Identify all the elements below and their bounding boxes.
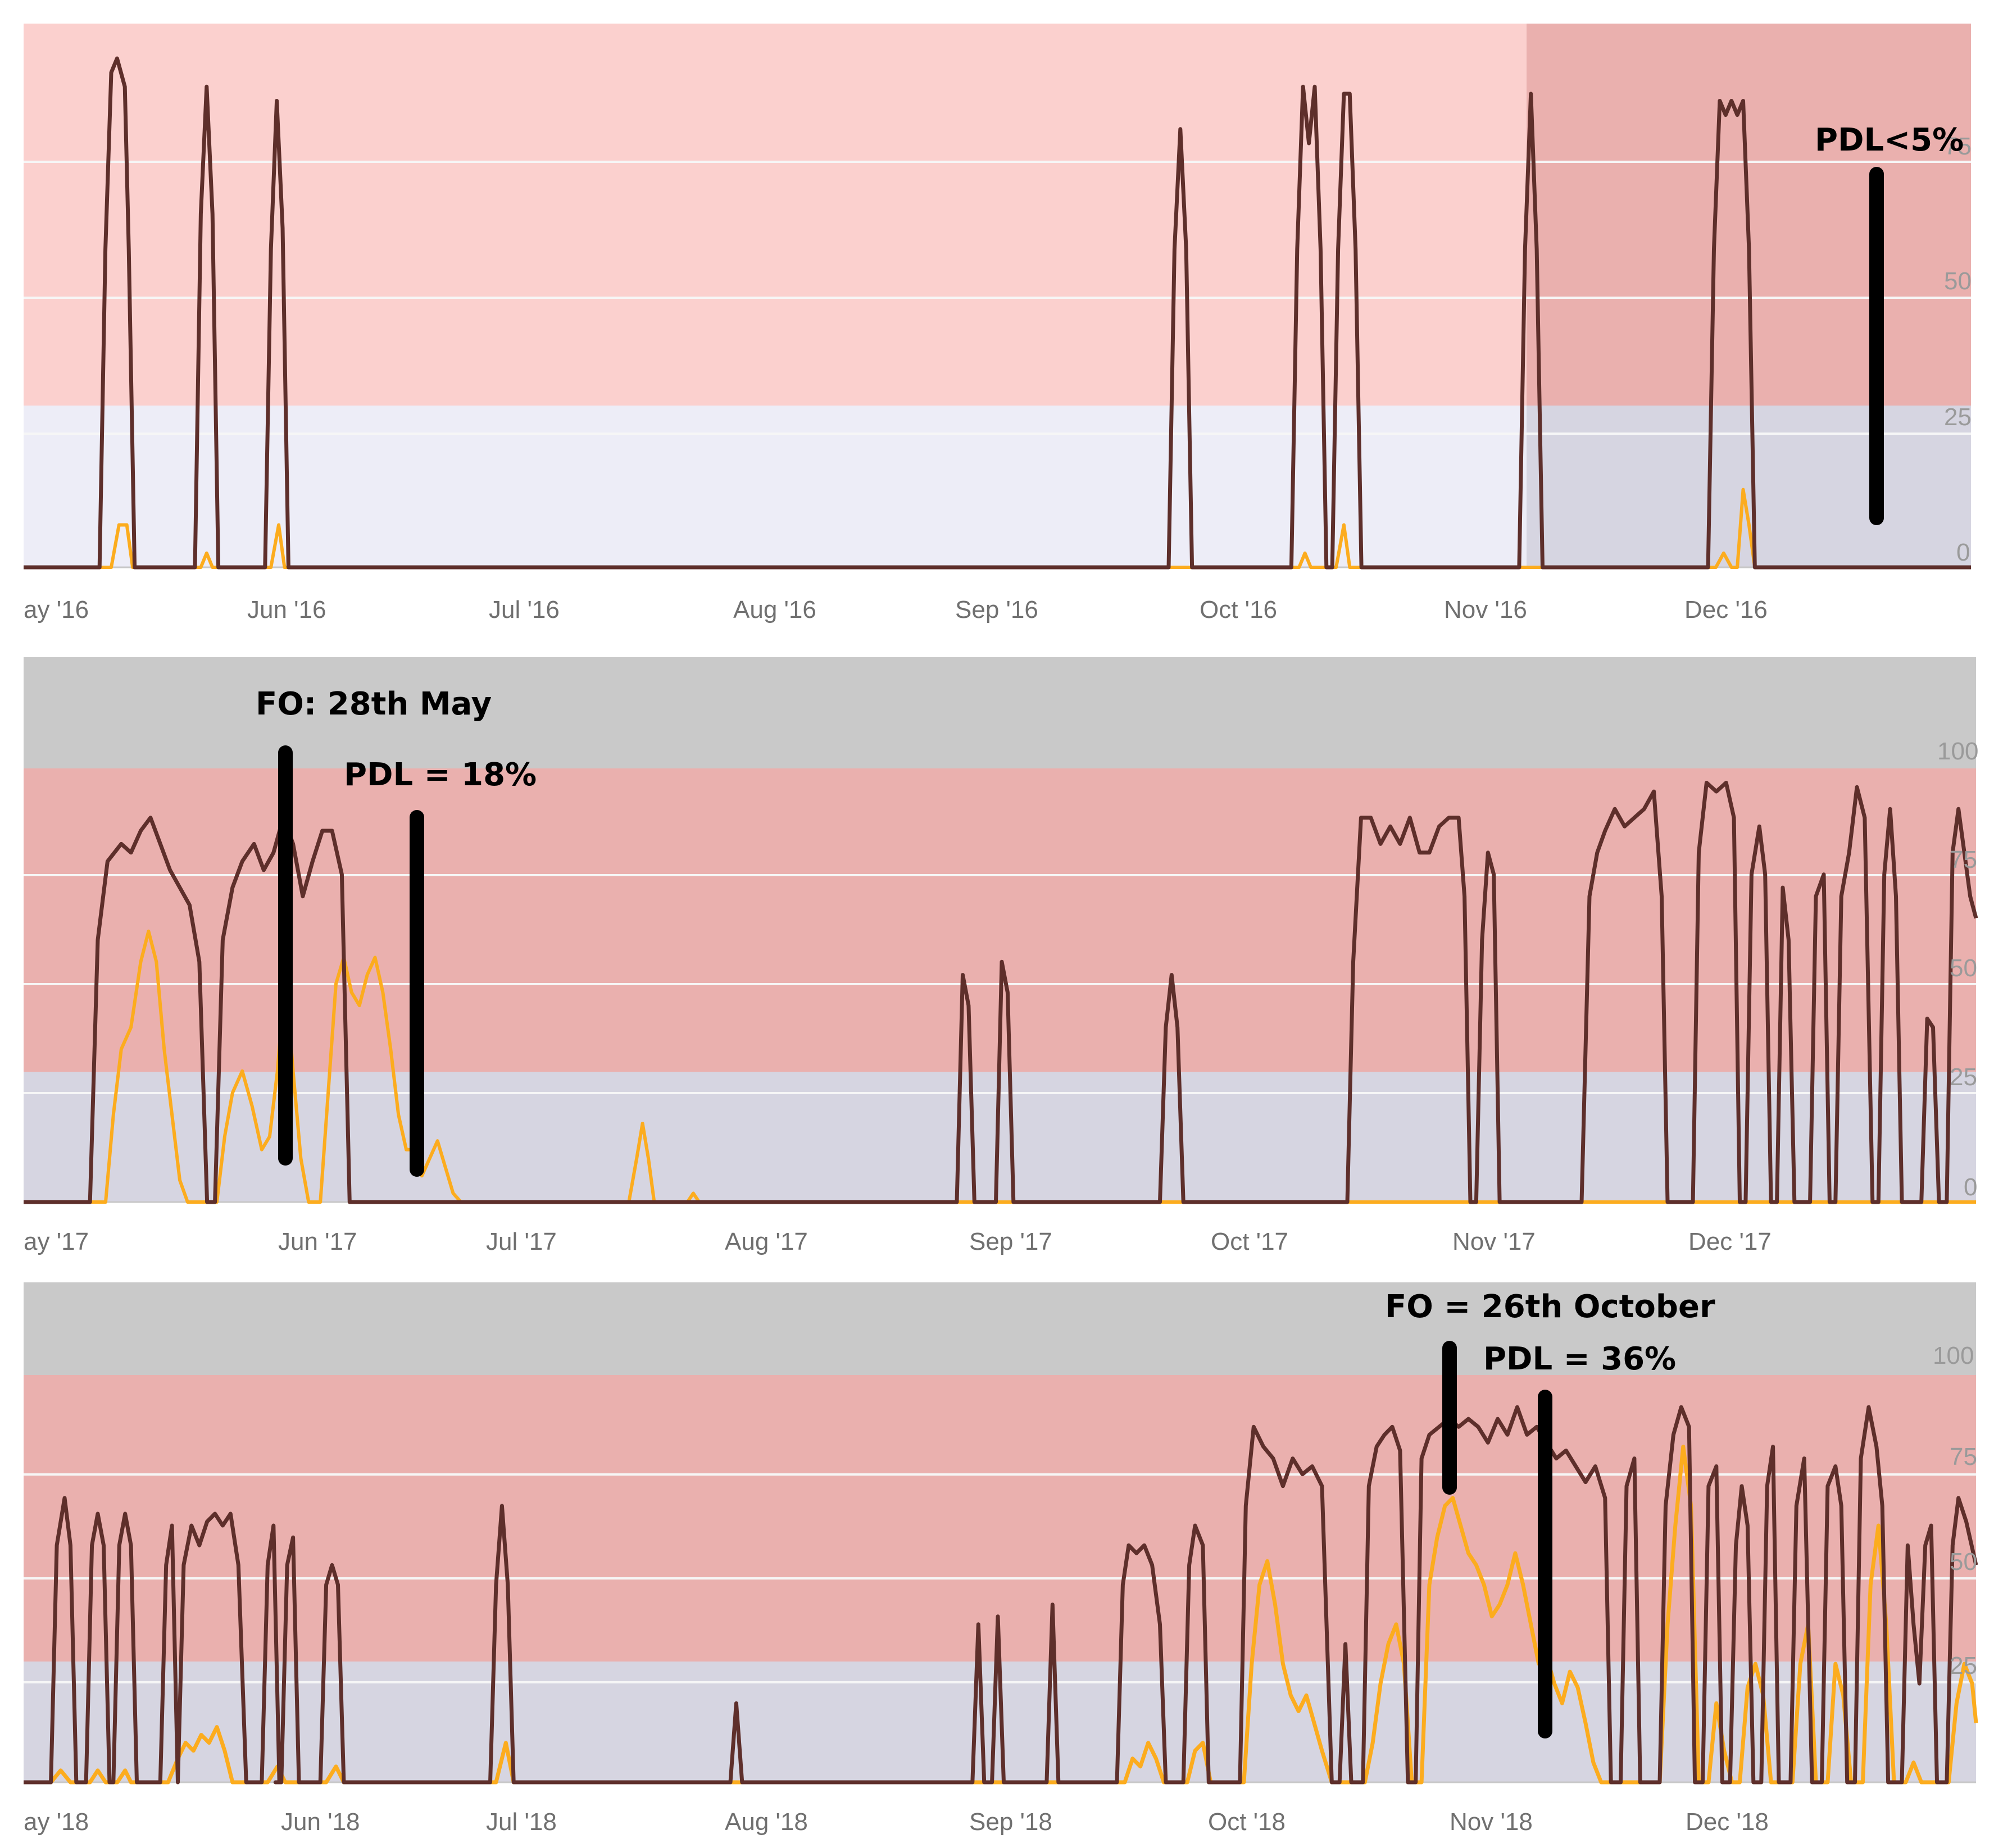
panel-2018-ytick: 50: [1950, 1548, 1977, 1576]
panel-2016: 75 50 25 0 ay '16 Jun '16 Jul '16 Aug '1…: [24, 24, 1972, 623]
panel-2016-ytick: 50: [1944, 267, 1972, 295]
panel-2018-annotations: FO = 26th October PDL = 36%: [1385, 1289, 1715, 1738]
panel-2016-xtick: Nov '16: [1444, 596, 1527, 623]
panel-2016-y-ticks: 75 50 25 0: [1944, 133, 1972, 566]
panel-2016-band-upper-light: [24, 24, 1527, 406]
panel-2016-annotations: PDL<5%: [1815, 122, 1964, 525]
panel-2016-series: [24, 56, 1971, 570]
panel-2017-xtick: ay '17: [24, 1228, 89, 1255]
panel-2016-ytick: 25: [1944, 403, 1972, 431]
panel-2016-xtick: Dec '16: [1684, 596, 1768, 623]
annotation-fo-2017: FO: 28th May: [256, 686, 492, 722]
panel-2016-xtick: ay '16: [24, 596, 89, 623]
panel-2016-ytick: 75: [1944, 133, 1972, 160]
panel-2017-annotations: FO: 28th May PDL = 18%: [256, 686, 537, 1177]
panel-2018-band-gray: [24, 1282, 1976, 1375]
annotation-pdl-2017: PDL = 18%: [344, 757, 537, 793]
panel-2017-xtick: Sep '17: [969, 1228, 1052, 1255]
panel-2017-background: [24, 657, 1976, 1202]
panel-2016-xtick: Oct '16: [1200, 596, 1277, 623]
panel-2018-xtick: Nov '18: [1450, 1808, 1533, 1836]
panel-2016-xtick: Aug '16: [733, 596, 816, 623]
panel-2018-xtick: Aug '18: [725, 1808, 808, 1836]
panel-2017: 100 75 50 25 0 ay '17 Jun '17 Jul '17 Au…: [24, 657, 1978, 1255]
panel-2017-ytick: 25: [1950, 1063, 1977, 1091]
panel-2018-series-dark: [24, 1405, 1978, 1785]
panel-2017-band-gray: [24, 657, 1976, 768]
annotation-fo-2018: FO = 26th October: [1385, 1289, 1715, 1325]
panel-2018: 100 75 50 25 ay '18 Jun '18 Jul '18 Aug …: [24, 1282, 1978, 1836]
panel-2017-xtick: Nov '17: [1452, 1228, 1536, 1255]
panel-2016-highlight-lower: [1527, 406, 1971, 567]
panel-2018-ytick: 75: [1950, 1443, 1977, 1471]
panel-2016-gridlines: [24, 161, 1971, 435]
panel-2018-series-orange: [24, 1444, 1978, 1785]
panel-2017-ytick: 0: [1964, 1173, 1977, 1201]
panel-2017-ytick: 75: [1950, 846, 1977, 873]
panel-2018-xtick: Dec '18: [1686, 1808, 1769, 1836]
panel-2018-xtick: Sep '18: [969, 1808, 1052, 1836]
panel-2018-band-pink: [24, 1375, 1976, 1662]
panel-2016-ytick: 0: [1956, 539, 1970, 566]
panel-2017-xtick: Jul '17: [486, 1228, 557, 1255]
panel-2016-x-ticks: ay '16 Jun '16 Jul '16 Aug '16 Sep '16 O…: [24, 596, 1768, 623]
annotation-pdl-2018: PDL = 36%: [1483, 1341, 1676, 1377]
panel-2018-xtick: ay '18: [24, 1808, 89, 1836]
panel-2018-ytick: 100: [1933, 1342, 1974, 1369]
panel-2018-y-ticks: 100 75 50 25: [1933, 1342, 1977, 1679]
panel-2017-series: [24, 781, 1978, 1204]
panel-2017-xtick: Aug '17: [725, 1228, 808, 1255]
panel-2016-xtick: Jul '16: [489, 596, 560, 623]
panel-2017-series-dark: [24, 781, 1978, 1204]
panel-2016-band-lower-light: [24, 406, 1527, 567]
panel-2017-xtick: Oct '17: [1211, 1228, 1288, 1255]
panel-2017-ytick: 50: [1950, 954, 1977, 982]
annotation-pdl-2016: PDL<5%: [1815, 122, 1964, 158]
panel-2016-series-dark: [24, 56, 1971, 570]
panel-2016-xtick: Sep '16: [955, 596, 1038, 623]
panel-2018-x-ticks: ay '18 Jun '18 Jul '18 Aug '18 Sep '18 O…: [24, 1808, 1769, 1836]
panel-2017-y-ticks: 100 75 50 25 0: [1937, 738, 1978, 1201]
panel-2017-xtick: Jun '17: [278, 1228, 357, 1255]
panel-2017-x-ticks: ay '17 Jun '17 Jul '17 Aug '17 Sep '17 O…: [24, 1228, 1772, 1255]
panel-2018-xtick: Oct '18: [1208, 1808, 1286, 1836]
panel-2018-ytick: 25: [1950, 1652, 1977, 1679]
panel-2016-background: [24, 24, 1971, 567]
panel-2017-xtick: Dec '17: [1688, 1228, 1772, 1255]
panel-2018-series: [24, 1405, 1978, 1785]
panel-2017-ytick: 100: [1937, 738, 1978, 765]
panel-2018-xtick: Jun '18: [281, 1808, 360, 1836]
panel-2016-xtick: Jun '16: [247, 596, 326, 623]
panel-2018-xtick: Jul '18: [486, 1808, 557, 1836]
